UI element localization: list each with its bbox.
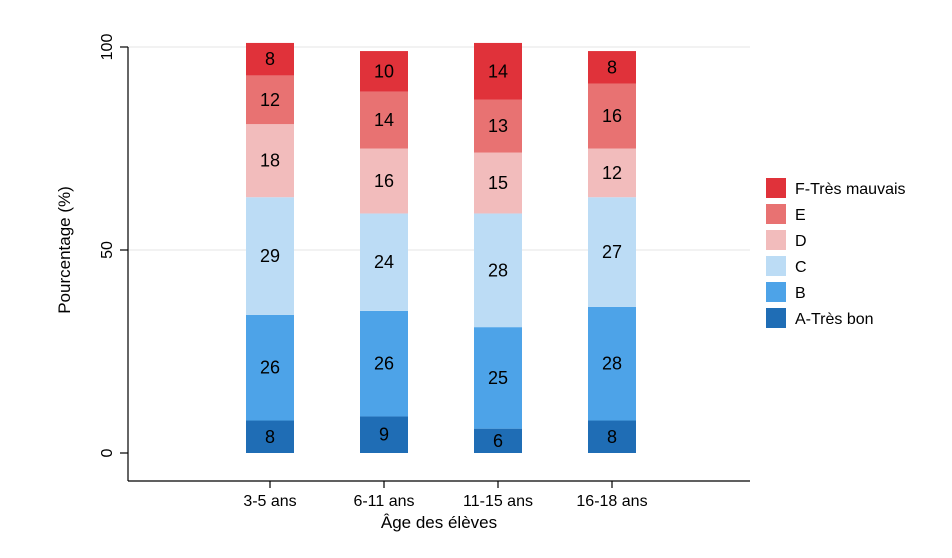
- legend-item: D: [766, 230, 807, 250]
- x-ticks: 3-5 ans 6-11 ans 11-15 ans 16-18 ans: [243, 481, 648, 510]
- y-ticks: 0 50 100: [99, 34, 128, 457]
- bar-value-label: 29: [260, 246, 280, 266]
- bar-value-label: 25: [488, 368, 508, 388]
- bar-value-label: 16: [602, 106, 622, 126]
- bar-value-label: 8: [607, 57, 617, 77]
- legend-label: E: [795, 207, 806, 224]
- axes: [127, 47, 750, 482]
- bar-segment: [360, 310, 408, 417]
- bar-value-label: 10: [374, 61, 394, 81]
- bar-value-label: 14: [374, 110, 394, 130]
- bar-value-label: 16: [374, 171, 394, 191]
- bar-value-label: 8: [265, 427, 275, 447]
- legend-swatch: [766, 256, 786, 276]
- legend-label: A-Très bon: [795, 311, 874, 328]
- bar-value-label: 14: [488, 61, 508, 81]
- legend-label: F-Très mauvais: [795, 181, 906, 198]
- bar-value-label: 18: [260, 151, 280, 171]
- legend-swatch: [766, 204, 786, 224]
- bar-segment: [360, 213, 408, 311]
- bar-segment: [360, 51, 408, 92]
- y-tick-label: 100: [99, 34, 116, 61]
- legend-label: C: [795, 259, 807, 276]
- bar-segment: [588, 420, 636, 453]
- bar-value-label: 12: [260, 90, 280, 110]
- legend-item: E: [766, 204, 806, 224]
- bar-segment: [474, 327, 522, 429]
- bar-segment: [588, 148, 636, 198]
- y-axis-title: Pourcentage (%): [55, 186, 74, 314]
- bar-segment: [588, 306, 636, 421]
- x-tick-label: 11-15 ans: [463, 493, 533, 510]
- legend-item: F-Très mauvais: [766, 178, 906, 198]
- bars: 8 26 29 18 12 8 9 26 24 16 14 10 6 25 28 15 13 14 8 28 27 12 1…: [246, 42, 636, 453]
- legend-item: A-Très bon: [766, 308, 874, 328]
- bar-value-label: 26: [260, 358, 280, 378]
- bar-segment: [360, 91, 408, 149]
- bar-segment: [246, 420, 294, 453]
- bar-segment: [474, 152, 522, 214]
- grid: [128, 46, 750, 251]
- bar-segment: [474, 428, 522, 453]
- bar-value-label: 15: [488, 173, 508, 193]
- bar-value-label: 26: [374, 354, 394, 374]
- legend-item: B: [766, 282, 806, 302]
- bar-segment: [588, 83, 636, 149]
- bar-value-label: 28: [488, 260, 508, 280]
- bar-value-label: 8: [265, 49, 275, 69]
- bar-segment: [474, 42, 522, 100]
- bar-value-label: 12: [602, 163, 622, 183]
- x-tick-label: 6-11 ans: [353, 493, 414, 510]
- bar-segment: [246, 42, 294, 76]
- bar-segment: [360, 416, 408, 453]
- bar-value-label: 9: [379, 425, 389, 445]
- bar-value-label: 13: [488, 116, 508, 136]
- legend-item: C: [766, 256, 807, 276]
- bar-segment: [246, 124, 294, 198]
- bar-segment: [246, 197, 294, 315]
- legend-swatch: [766, 230, 786, 250]
- legend-swatch: [766, 282, 786, 302]
- x-axis-title: Âge des élèves: [381, 513, 497, 532]
- y-tick-label: 0: [99, 448, 116, 457]
- bar-segment: [588, 197, 636, 307]
- bar-value-label: 28: [602, 354, 622, 374]
- legend-label: D: [795, 233, 807, 250]
- bar-value-label: 27: [602, 242, 622, 262]
- bar-segment: [246, 75, 294, 125]
- bar-segment: [474, 99, 522, 153]
- bar-segment: [588, 51, 636, 84]
- bar-segment: [246, 314, 294, 421]
- y-tick-label: 50: [99, 241, 116, 259]
- bar-value-label: 6: [493, 431, 503, 451]
- legend-swatch: [766, 308, 786, 328]
- bar-segment: [360, 148, 408, 214]
- x-tick-label: 16-18 ans: [576, 493, 647, 510]
- legend-label: B: [795, 285, 806, 302]
- bar-value-label: 24: [374, 252, 394, 272]
- legend-swatch: [766, 178, 786, 198]
- bar-segment: [474, 213, 522, 328]
- bar-value-label: 8: [607, 427, 617, 447]
- x-tick-label: 3-5 ans: [243, 493, 296, 510]
